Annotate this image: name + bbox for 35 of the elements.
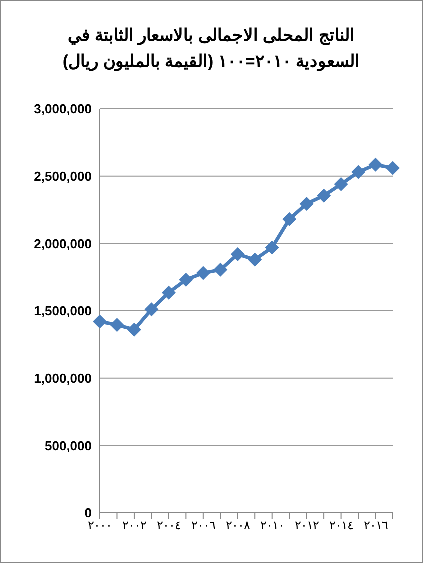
point — [214, 262, 228, 277]
point — [248, 252, 262, 267]
x-tick-label: ٢٠١٠ — [260, 518, 284, 533]
x-tick-label: ٢٠١٢ — [294, 518, 319, 533]
point — [93, 314, 107, 329]
point — [196, 266, 210, 280]
point — [162, 286, 176, 300]
y-tick-label: 1,000,000 — [34, 370, 92, 386]
point — [265, 240, 280, 255]
point — [110, 318, 124, 332]
y-tick-label: 0 — [84, 506, 92, 521]
point — [127, 322, 142, 337]
x-tick-label: ٢٠٠٢ — [122, 518, 146, 533]
point — [352, 165, 366, 180]
x-tick-label: ٢٠٠٨ — [226, 518, 251, 533]
point — [317, 188, 332, 203]
x-tick-label: ٢٠٠٠ — [88, 518, 112, 533]
y-tick-label: 1,500,000 — [34, 304, 92, 319]
point — [368, 158, 383, 172]
chart-title: الناتج المحلى الاجمالى بالاسعار الثابتة في السعودية ٢٠١٠=١٠٠ (القيمة بالمليون ريال) — [62, 25, 362, 74]
point — [300, 196, 314, 211]
y-tick-label: 2,500,000 — [34, 168, 92, 184]
point — [282, 212, 297, 226]
y-tick-label: 2,000,000 — [34, 236, 92, 252]
point — [386, 161, 400, 176]
point — [334, 177, 348, 192]
x-tick-label: ٢٠١٤ — [329, 518, 354, 533]
x-tick-label: ٢٠١٦ — [364, 518, 388, 533]
x-tick-label: ٢٠٠٦ — [191, 518, 216, 533]
point — [230, 247, 245, 262]
point — [144, 302, 159, 317]
y-tick-label: 500,000 — [45, 438, 92, 454]
x-tick-label: ٢٠٠٤ — [156, 518, 181, 533]
point — [179, 273, 194, 288]
y-tick-label: 3,000,000 — [34, 102, 92, 117]
